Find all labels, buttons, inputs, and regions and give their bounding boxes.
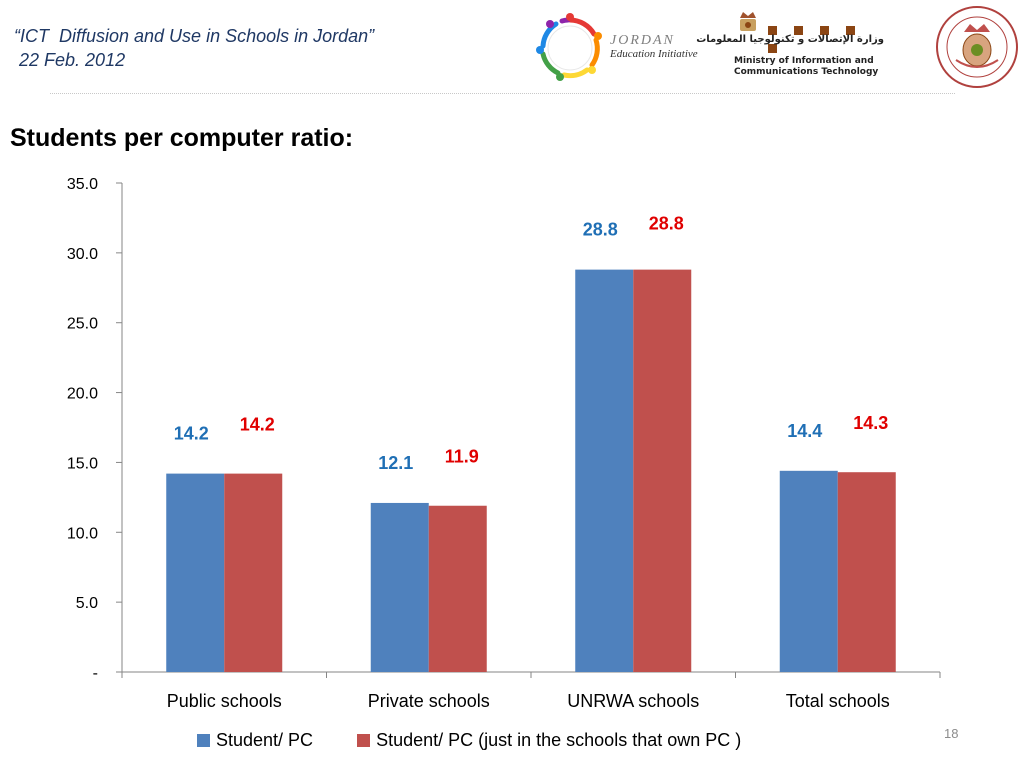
ministry-arabic-name: وزارة الإتصالات و تكنولوجيا المعلومات bbox=[696, 34, 884, 45]
x-category-label: Private schools bbox=[368, 691, 490, 711]
data-label-series1: 14.4 bbox=[787, 421, 822, 441]
header-divider bbox=[50, 93, 955, 94]
y-tick-label: 5.0 bbox=[76, 595, 98, 612]
data-label-series2: 14.3 bbox=[853, 413, 888, 433]
legend-swatch-series2 bbox=[357, 734, 371, 747]
legend-item-series2: Student/ PC (just in the schools that ow… bbox=[357, 730, 741, 751]
y-axis: - 5.0 10.0 15.0 20.0 25.0 30.0 35.0 bbox=[67, 176, 123, 682]
decorative-squares bbox=[768, 22, 892, 58]
bar-series2 bbox=[837, 472, 896, 672]
chart-data-labels: 14.2 14.2 12.1 11.9 28.8 28.8 14.4 14.3 bbox=[174, 214, 889, 473]
x-category-label: Public schools bbox=[167, 691, 282, 711]
presentation-title: “ICT Diffusion and Use in Schools in Jor… bbox=[14, 24, 374, 72]
bar-series1 bbox=[779, 470, 838, 672]
legend-swatch-series1 bbox=[197, 734, 210, 747]
ministry-english-line2: Communications Technology bbox=[734, 67, 879, 77]
legend-label-series2: Student/ PC (just in the schools that ow… bbox=[376, 730, 742, 750]
x-category-label: UNRWA schools bbox=[567, 691, 699, 711]
bar-series1 bbox=[575, 269, 634, 672]
data-label-series2: 14.2 bbox=[240, 415, 275, 435]
ministry-english-name: Ministry of Information and Communicatio… bbox=[734, 56, 878, 78]
y-tick-label: 25.0 bbox=[67, 316, 98, 333]
ministry-english-line1: Ministry of Information and bbox=[734, 56, 874, 66]
y-tick-label: - bbox=[93, 665, 98, 682]
x-category-label: Total schools bbox=[786, 691, 890, 711]
y-tick-label: 30.0 bbox=[67, 246, 98, 263]
bar-series2 bbox=[224, 473, 283, 672]
crown-emblem-icon bbox=[740, 12, 756, 31]
y-tick-label: 10.0 bbox=[67, 525, 98, 542]
jordan-education-initiative-logo bbox=[536, 13, 602, 81]
chart-bars bbox=[166, 269, 896, 672]
ministry-logo: وزارة الإتصالات و تكنولوجيا المعلومات Mi… bbox=[696, 8, 892, 80]
jei-logo-text: JORDAN Education Initiative bbox=[610, 33, 698, 60]
presentation-title-line1: “ICT Diffusion and Use in Schools in Jor… bbox=[14, 26, 375, 46]
data-label-series1: 14.2 bbox=[174, 424, 209, 444]
data-label-series1: 12.1 bbox=[378, 453, 413, 473]
bar-series2 bbox=[633, 269, 692, 672]
legend-label-series1: Student/ PC bbox=[216, 730, 314, 750]
chart-legend: Student/ PC Student/ PC (just in the sch… bbox=[197, 730, 785, 751]
x-axis: Public schools Private schools UNRWA schoo… bbox=[121, 671, 941, 711]
jei-logo-line1: JORDAN bbox=[610, 33, 675, 48]
bar-chart: - 5.0 10.0 15.0 20.0 25.0 30.0 35.0 Public scho… bbox=[67, 176, 941, 711]
y-tick-label: 35.0 bbox=[67, 176, 98, 193]
data-label-series2: 11.9 bbox=[445, 447, 479, 467]
legend-item-series1: Student/ PC bbox=[197, 730, 313, 751]
data-label-series1: 28.8 bbox=[583, 220, 618, 240]
jei-logo-line2: Education Initiative bbox=[610, 48, 698, 60]
y-tick-label: 15.0 bbox=[67, 455, 98, 472]
bar-series1 bbox=[370, 502, 429, 672]
bar-series1 bbox=[166, 473, 225, 672]
presentation-date: 22 Feb. 2012 bbox=[14, 50, 126, 70]
coat-of-arms-icon bbox=[936, 6, 1018, 88]
page-number: 18 bbox=[944, 726, 959, 741]
bar-series2 bbox=[428, 505, 487, 672]
data-label-series2: 28.8 bbox=[649, 214, 684, 234]
y-tick-label: 20.0 bbox=[67, 386, 98, 403]
page-title: Students per computer ratio: bbox=[10, 124, 354, 152]
